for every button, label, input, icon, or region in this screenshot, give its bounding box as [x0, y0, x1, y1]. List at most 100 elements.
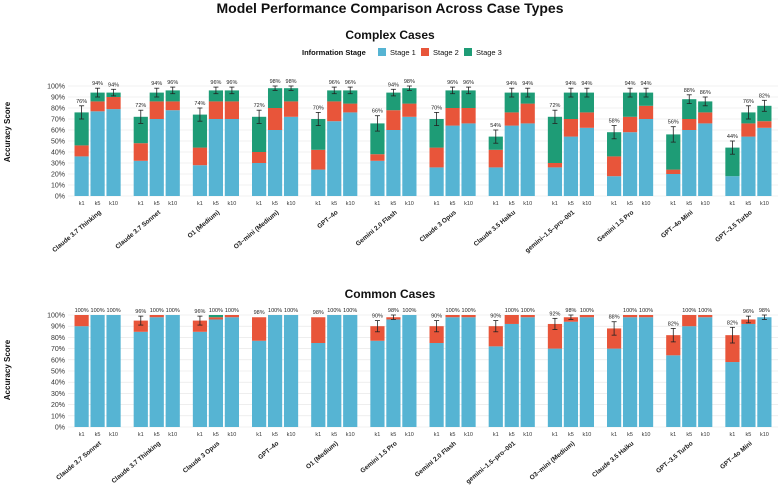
complex-k-tick-label: k5 — [331, 201, 337, 207]
common-bar-o1-medium-k1-stage-2 — [311, 317, 326, 343]
complex-k-tick-label: k5 — [154, 201, 160, 207]
complex-bar-claude-3-5-haiku-k10-stage-1 — [520, 123, 535, 196]
complex-bar-gemini-2-0-flash-k10-stage-2 — [402, 103, 417, 117]
common-bar-gpt-4o-k10-stage-1 — [283, 315, 299, 427]
common-k-tick-label: k1 — [138, 432, 144, 438]
complex-bar-o3-mini-medium-k10-stage-3 — [283, 88, 299, 102]
complex-bar-claude-3-opus-k1-stage-2 — [429, 147, 444, 168]
common-bar-gpt-4o-k1-stage-2 — [252, 317, 267, 341]
complex-group-label-o1-medium: O1 (Medium) — [187, 209, 222, 240]
complex-bar-gemini-2-0-flash-k1-stage-2 — [370, 154, 385, 161]
complex-bar-claude-3-opus-k10-stage-2 — [461, 108, 476, 124]
common-y-tick-label: 20% — [51, 402, 65, 409]
common-y-tick-label: 70% — [51, 346, 65, 353]
common-k-tick-label: k5 — [627, 432, 633, 438]
common-value-label-claude-3-5-haiku-k1: 88% — [609, 315, 620, 321]
common-value-label-claude-3-7-sonnet-k5: 100% — [91, 308, 105, 314]
common-group-label-gpt-3-5-turbo: GPT–3.5 Turbo — [655, 440, 695, 475]
common-k-tick-label: k5 — [213, 432, 219, 438]
common-k-tick-label: k1 — [197, 432, 203, 438]
common-value-label-gpt-4o-mini-k1: 82% — [727, 320, 738, 326]
common-y-tick-label: 10% — [51, 413, 65, 420]
complex-bar-gemini-1-5-pro-001-k1-stage-3 — [547, 116, 563, 163]
common-value-label-gpt-3-5-turbo-k10: 100% — [698, 308, 712, 314]
complex-value-label-claude-3-opus-k1: 70% — [431, 105, 442, 111]
complex-bar-claude-3-opus-k5-stage-2 — [445, 108, 460, 126]
complex-bar-claude-3-7-sonnet-k5-stage-1 — [149, 119, 164, 196]
complex-k-tick-label: k10 — [168, 201, 177, 207]
common-bar-gemini-2-0-flash-k10-stage-2 — [461, 315, 476, 318]
common-bar-gpt-4o-k1-stage-1 — [252, 340, 267, 427]
common-value-label-claude-3-7-sonnet-k10: 100% — [107, 308, 121, 314]
common-bar-gemini-1-5-pro-k10-stage-1 — [402, 315, 417, 427]
complex-k-tick-label: k5 — [746, 201, 752, 207]
common-group-label-claude-3-7-thinking: Claude 3.7 Thinking — [110, 440, 162, 485]
complex-k-tick-label: k5 — [95, 201, 101, 207]
complex-group-label-gemini-2-0-flash: Gemini 2.0 Flash — [355, 209, 399, 248]
complex-value-label-o1-medium-k1: 74% — [194, 101, 205, 107]
common-k-tick-label: k10 — [464, 432, 473, 438]
complex-bar-claude-3-7-thinking-k1-stage-1 — [74, 156, 89, 196]
common-bar-gpt-3-5-turbo-k1-stage-1 — [666, 355, 681, 427]
complex-value-label-claude-3-opus-k10: 96% — [463, 80, 474, 86]
common-k-tick-label: k5 — [391, 432, 397, 438]
common-bar-claude-3-5-haiku-k1-stage-1 — [607, 348, 622, 427]
complex-bar-gpt-4o-k5-stage-1 — [327, 121, 342, 196]
complex-bar-gemini-2-0-flash-k5-stage-1 — [386, 130, 401, 196]
common-k-tick-label: k5 — [509, 432, 515, 438]
common-bar-gpt-3-5-turbo-k5-stage-1 — [682, 326, 697, 427]
legend-label-stage-2: Stage 2 — [433, 48, 459, 57]
common-value-label-claude-3-opus-k10: 100% — [225, 308, 239, 314]
common-k-tick-label: k5 — [686, 432, 692, 438]
complex-bar-gemini-1-5-pro-k10-stage-1 — [638, 119, 654, 196]
complex-bar-claude-3-5-haiku-k5-stage-1 — [504, 125, 519, 196]
common-bar-claude-3-7-sonnet-k1-stage-1 — [74, 326, 89, 427]
common-bar-gpt-4o-mini-k1-stage-1 — [725, 362, 740, 427]
complex-bar-claude-3-5-haiku-k10-stage-2 — [520, 103, 535, 124]
complex-bar-claude-3-7-thinking-k1-stage-3 — [74, 112, 89, 146]
complex-k-tick-label: k5 — [272, 201, 278, 207]
complex-value-label-claude-3-7-thinking-k5: 94% — [92, 81, 103, 87]
common-bar-gpt-4o-mini-k5-stage-1 — [741, 323, 756, 427]
complex-group-label-claude-3-opus: Claude 3 Opus — [419, 209, 459, 244]
complex-bar-o3-mini-medium-k1-stage-1 — [252, 163, 267, 196]
common-k-tick-label: k1 — [493, 432, 499, 438]
complex-k-tick-label: k1 — [256, 201, 262, 207]
common-k-tick-label: k10 — [405, 432, 414, 438]
complex-value-label-gpt-4o-k10: 96% — [345, 80, 356, 86]
common-y-tick-label: 30% — [51, 391, 65, 398]
complex-value-label-claude-3-opus-k5: 96% — [447, 80, 458, 86]
complex-value-label-gpt-4o-mini-k1: 56% — [668, 120, 679, 126]
complex-k-tick-label: k10 — [701, 201, 710, 207]
complex-value-label-claude-3-5-haiku-k1: 54% — [490, 123, 501, 129]
complex-bar-claude-3-7-sonnet-k10-stage-3 — [165, 90, 180, 102]
complex-bar-gpt-4o-k10-stage-1 — [343, 112, 358, 196]
complex-bar-claude-3-opus-k5-stage-3 — [445, 90, 460, 108]
common-group-label-o1-medium: O1 (Medium) — [305, 440, 340, 471]
common-group-label-claude-3-opus: Claude 3 Opus — [182, 440, 222, 475]
complex-bar-gemini-1-5-pro-001-k1-stage-1 — [547, 167, 563, 196]
common-k-tick-label: k10 — [760, 432, 769, 438]
complex-bar-claude-3-7-sonnet-k10-stage-1 — [165, 110, 180, 196]
complex-bar-o1-medium-k5-stage-1 — [208, 119, 224, 196]
complex-bar-o1-medium-k10-stage-1 — [224, 119, 239, 196]
complex-bar-gpt-4o-k1-stage-1 — [311, 169, 326, 196]
complex-y-tick-label: 100% — [47, 84, 65, 91]
common-bar-gemini-2-0-flash-k10-stage-1 — [461, 317, 476, 427]
common-value-label-gemini-2-0-flash-k10: 100% — [462, 308, 476, 314]
common-value-label-gemini-2-0-flash-k1: 90% — [431, 314, 442, 320]
complex-value-label-claude-3-5-haiku-k5: 94% — [506, 81, 517, 87]
complex-bar-gpt-4o-k10-stage-3 — [343, 90, 358, 104]
complex-k-tick-label: k10 — [287, 201, 296, 207]
common-value-label-o1-medium-k1: 98% — [313, 310, 324, 316]
complex-k-tick-label: k10 — [405, 201, 414, 207]
complex-group-label-gpt-4o-mini: GPT–4o Mini — [660, 209, 695, 240]
complex-group-label-claude-3-7-sonnet: Claude 3.7 Sonnet — [114, 209, 162, 251]
common-bar-o3-mini-medium-k1-stage-2 — [547, 323, 563, 349]
complex-group-label-o3-mini-medium: O3–mini (Medium) — [233, 209, 281, 251]
common-group-label-claude-3-7-sonnet: Claude 3.7 Sonnet — [55, 440, 103, 482]
complex-value-label-gpt-4o-k5: 96% — [329, 80, 340, 86]
common-y-tick-label: 60% — [51, 357, 65, 364]
complex-bar-gemini-1-5-pro-k1-stage-3 — [607, 132, 622, 157]
common-value-label-claude-3-5-haiku-k10: 100% — [639, 308, 653, 314]
